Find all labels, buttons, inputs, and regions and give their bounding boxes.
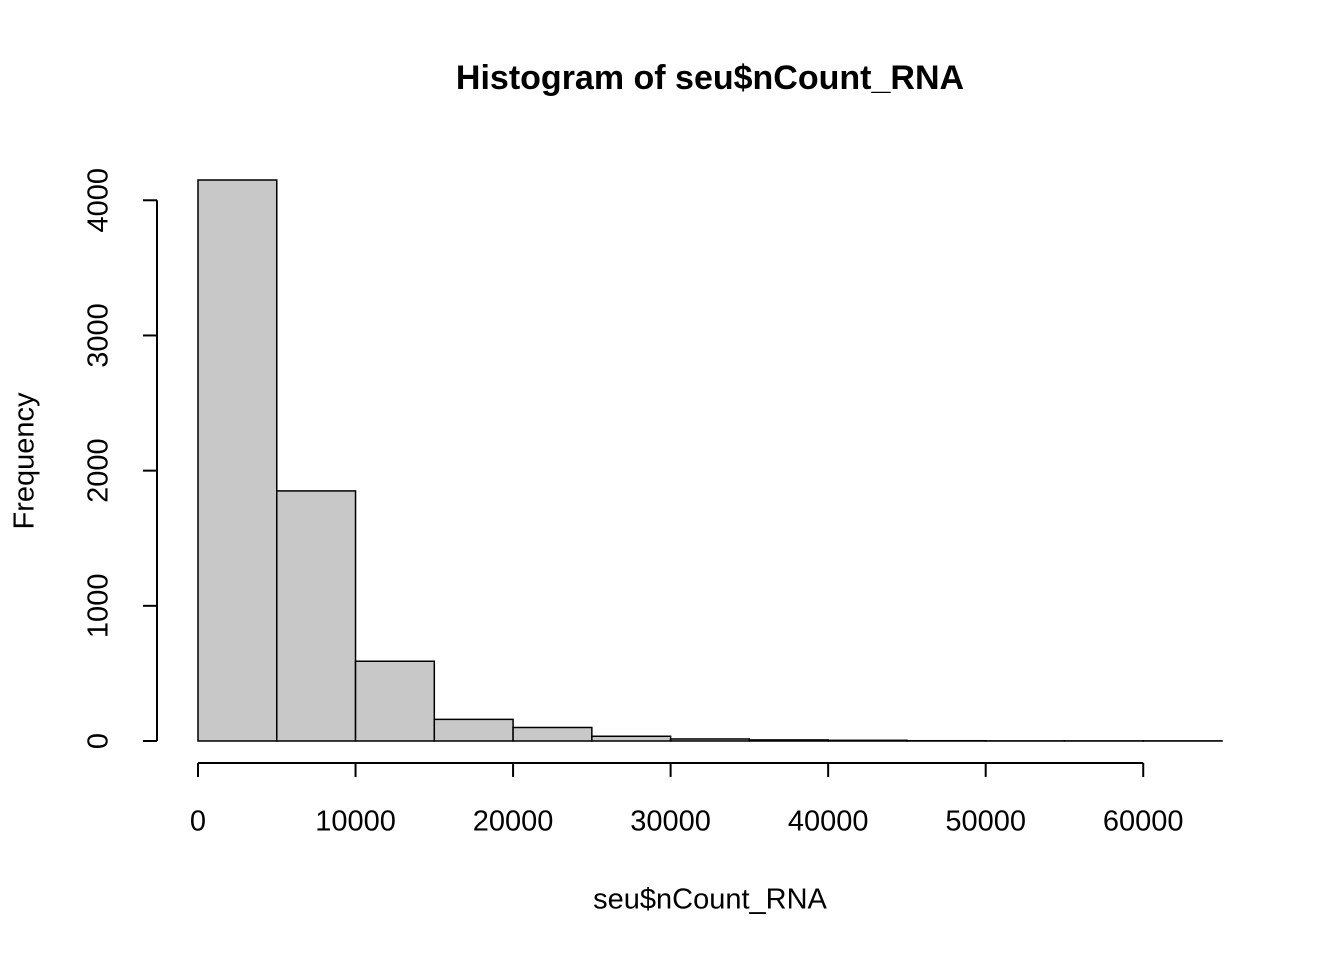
bar [197,179,278,742]
x-tick-label: 40000 [788,806,869,838]
bar [591,735,672,742]
y-axis-label: Frequency [9,392,41,530]
bar [748,739,829,742]
y-tick-label: 1000 [83,574,115,639]
x-tick-label: 20000 [473,806,554,838]
bar [276,490,357,742]
x-tick-label: 30000 [630,806,711,838]
y-tick-label: 0 [83,733,115,749]
bar [354,660,436,742]
x-tick-label: 10000 [315,806,396,838]
chart-title: Histogram of seu$nCount_RNA [456,59,964,97]
bar [669,738,751,742]
bar [433,718,514,742]
y-tick-label: 4000 [83,168,115,233]
x-axis-label: seu$nCount_RNA [593,884,827,916]
bar [827,739,908,742]
x-tick-label: 50000 [945,806,1026,838]
bar [512,726,593,742]
y-tick-label: 2000 [83,438,115,503]
x-tick-label: 60000 [1103,806,1184,838]
y-tick-label: 3000 [83,303,115,368]
x-tick-label: 0 [190,806,206,838]
